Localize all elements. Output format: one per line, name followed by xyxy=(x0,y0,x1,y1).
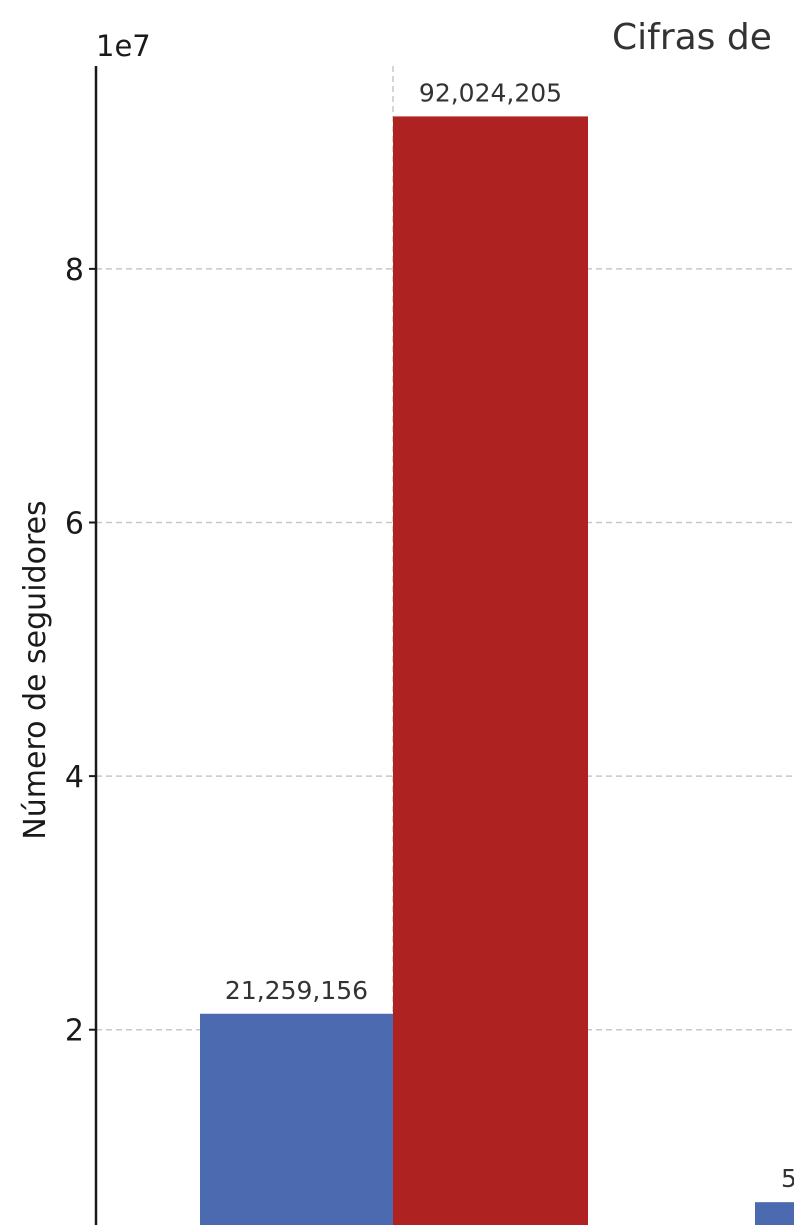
bar-value-label-3: 5 xyxy=(781,1164,794,1193)
bars xyxy=(200,116,794,1225)
bar-value-label-2: 92,024,205 xyxy=(419,78,562,107)
y-axis-offset-label: 1e7 xyxy=(96,29,151,63)
y-tick-label: 2 xyxy=(65,1014,84,1049)
value-labels: 21,259,156 92,024,205 5 xyxy=(225,78,794,1193)
y-tick-label: 4 xyxy=(65,760,84,795)
bar-2 xyxy=(393,116,588,1225)
bar-3 xyxy=(755,1202,794,1225)
y-axis-ticks: 2 4 6 8 xyxy=(65,253,96,1049)
chart-title: Cifras de xyxy=(612,17,772,58)
bar-value-label-1: 21,259,156 xyxy=(225,976,368,1005)
y-axis-label: Número de seguidores xyxy=(18,500,53,839)
bar-1 xyxy=(200,1013,393,1225)
y-tick-label: 6 xyxy=(65,506,84,541)
y-tick-label: 8 xyxy=(65,253,84,288)
